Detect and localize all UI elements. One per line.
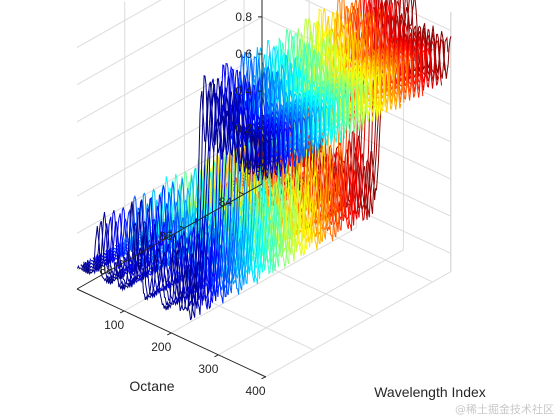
x-axis-label: Wavelength Index <box>374 384 486 400</box>
y-axis-label: Octane <box>129 378 174 394</box>
z-tick-label: 0.2 <box>235 121 252 135</box>
x-axis-line <box>76 288 267 378</box>
z-tick-label: 0 <box>245 158 252 172</box>
grid-line-x-floor <box>218 249 404 356</box>
x-tick <box>119 310 125 314</box>
series-line <box>233 6 424 229</box>
z-tick-label: 0.8 <box>235 10 252 24</box>
grid-line-z-left <box>76 0 162 49</box>
y-tick-label: 88 <box>99 263 113 277</box>
watermark: @稀土掘金技术社区 <box>455 403 554 416</box>
z-tick-label: 0.6 <box>235 47 252 61</box>
y-axis-line <box>76 183 263 290</box>
grid-line-z-left <box>76 127 263 234</box>
x-tick-label: 400 <box>246 384 266 398</box>
x-tick-label: 100 <box>104 318 124 332</box>
series-line <box>130 67 320 286</box>
grid-line-z-left <box>76 0 228 86</box>
y-tick-label: 84 <box>219 195 233 209</box>
y-tick <box>179 225 185 229</box>
x-tick-label: 300 <box>198 362 218 376</box>
y-tick-label: 86 <box>159 229 173 243</box>
series-line <box>77 81 267 321</box>
x-tick <box>167 332 172 336</box>
x-tick <box>214 354 219 358</box>
x-tick-label: 200 <box>151 340 171 354</box>
z-tick-label: 0.4 <box>235 84 252 98</box>
grid-line-z-left <box>76 16 263 123</box>
grid-line-z-left <box>76 53 263 160</box>
y-tick <box>119 259 125 263</box>
x-tick <box>261 376 266 380</box>
y-tick <box>238 191 245 195</box>
grid-line-z-back <box>384 0 452 32</box>
grid-line-x-floor <box>265 271 451 378</box>
grid-line-x-floor <box>171 227 357 334</box>
grid-line-y-floor <box>124 261 314 351</box>
